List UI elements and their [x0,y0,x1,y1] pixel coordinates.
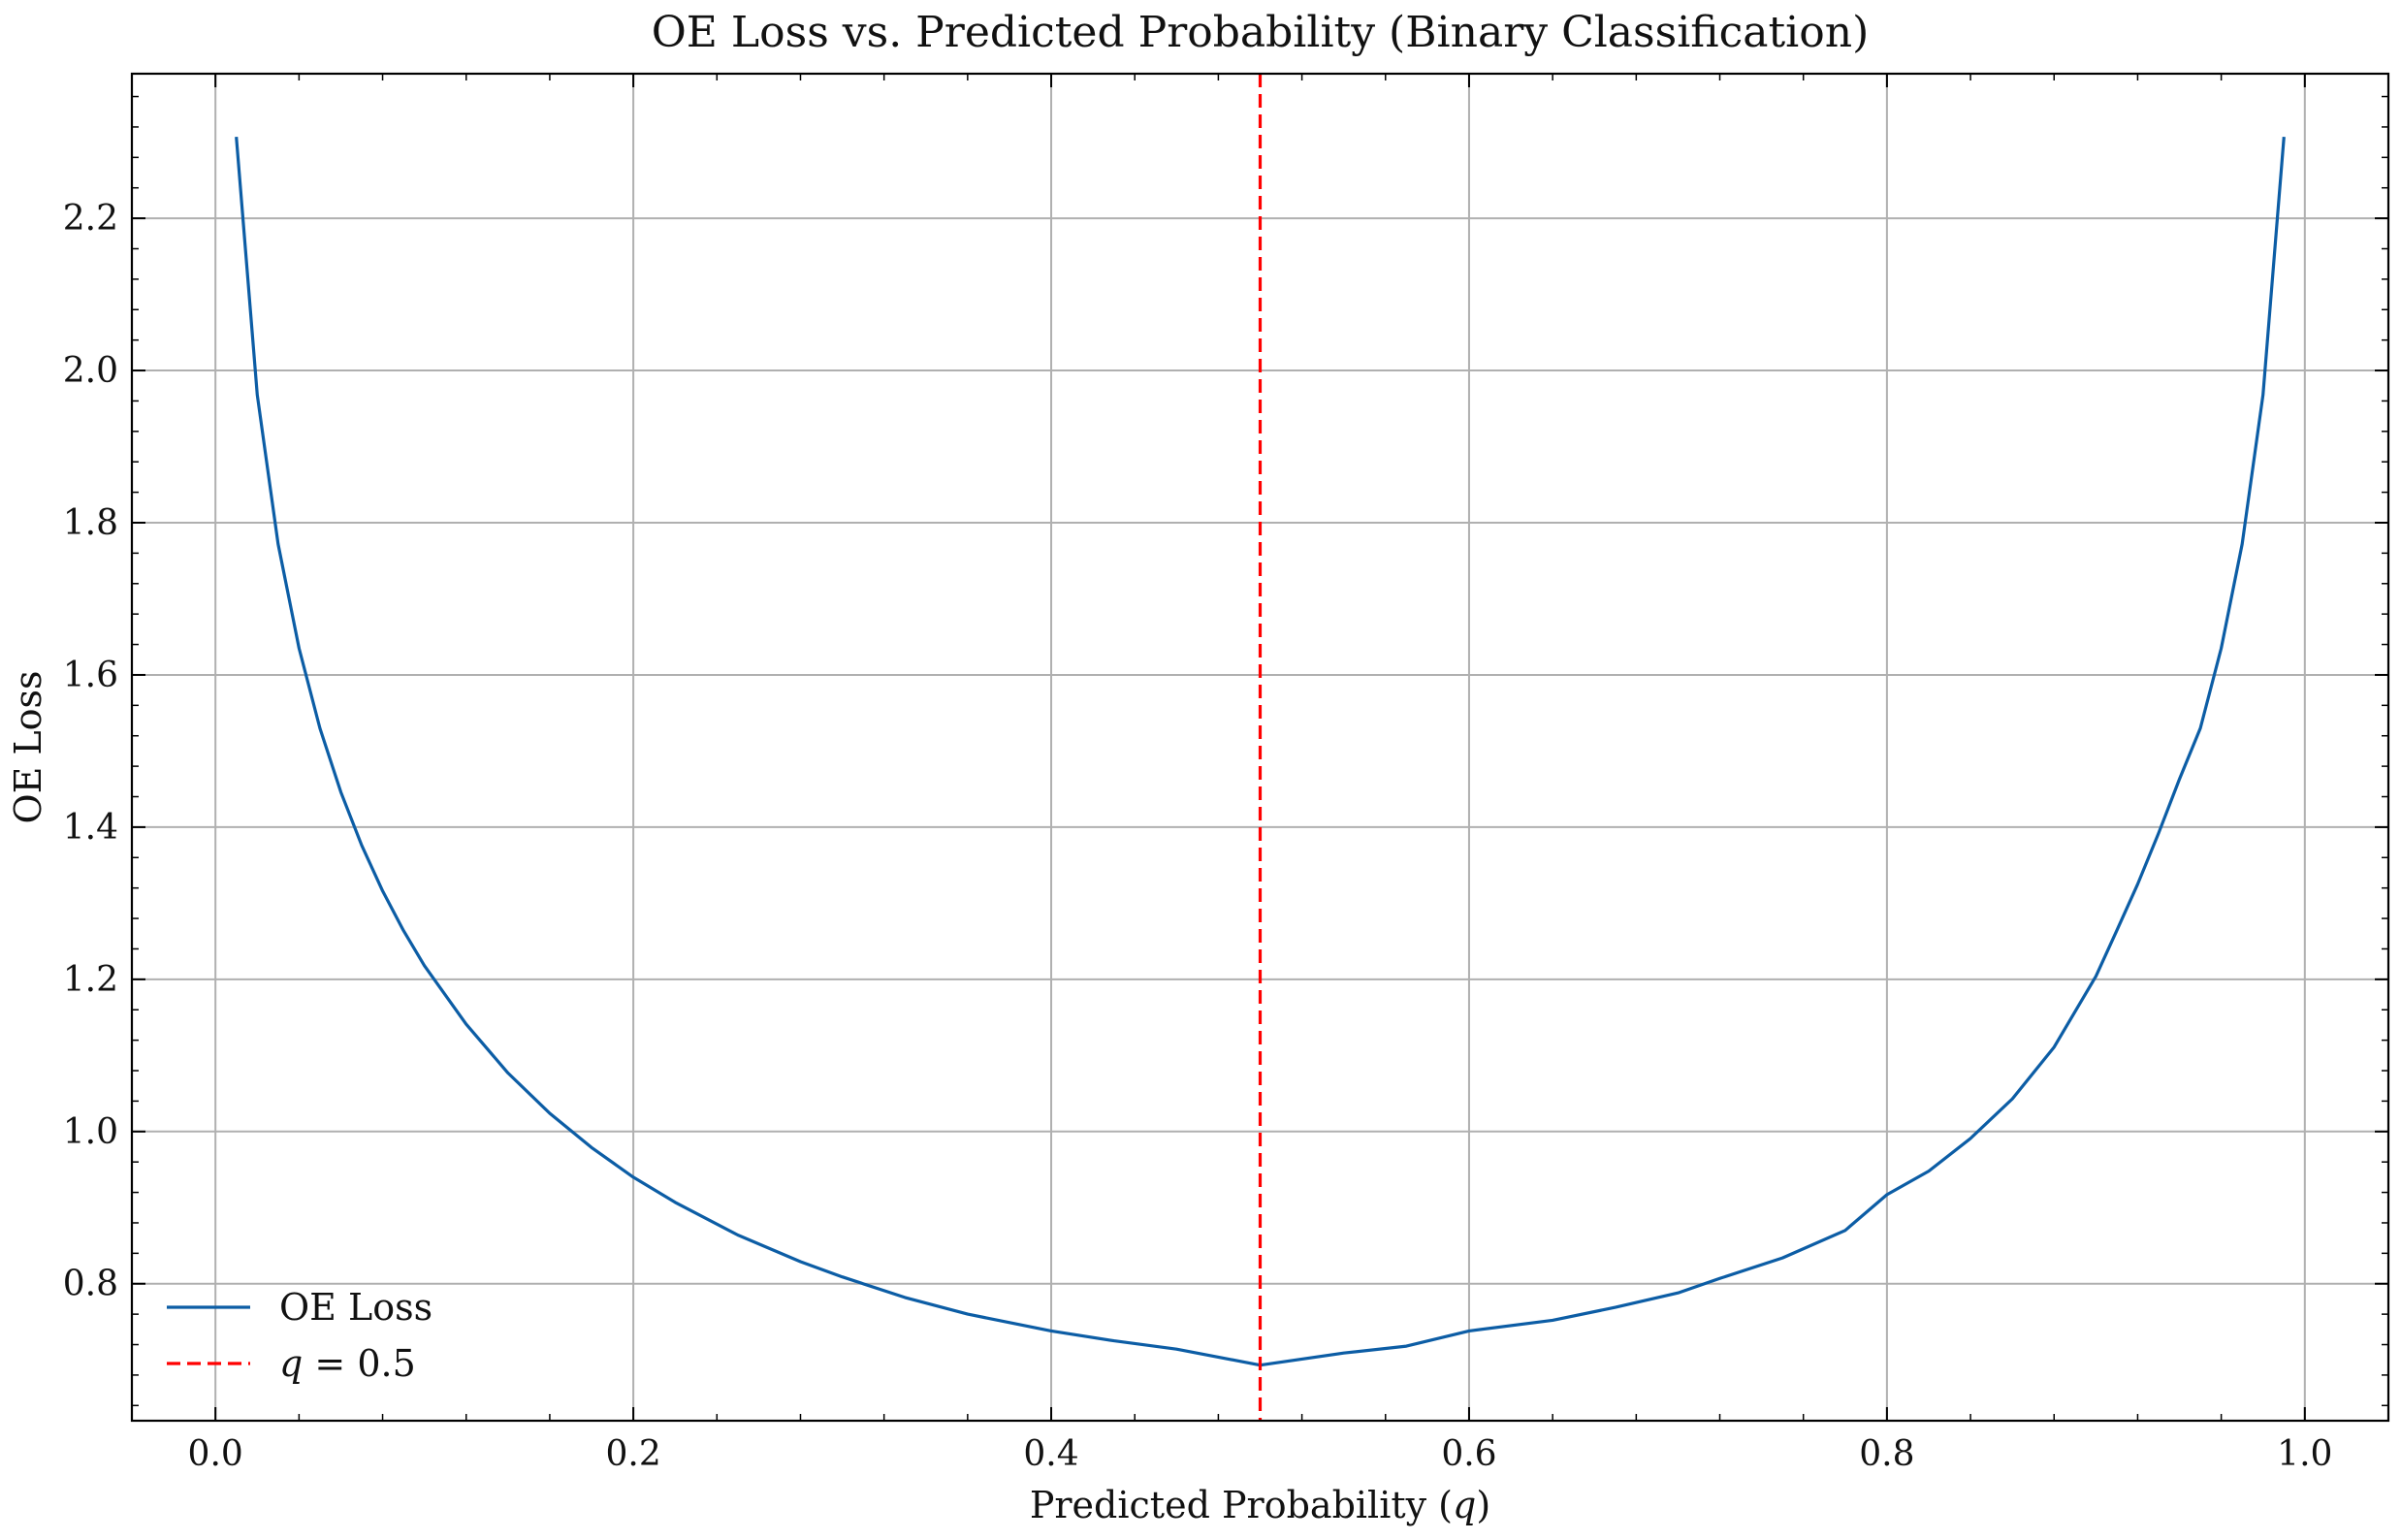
legend-label-oe-loss: OE Loss [279,1286,432,1329]
plot-frame [130,72,2390,1423]
y-tick-label: 1.8 [63,503,118,543]
x-tick-label: 1.0 [2277,1434,2332,1474]
chart-title: OE Loss vs. Predicted Probability (Binar… [652,8,1870,57]
y-tick-label: 2.0 [63,351,118,391]
legend-label-q-half-rest: = 0.5 [303,1342,415,1385]
x-axis-label: Predicted Probability (q) [1030,1484,1490,1526]
x-axis-label-prefix: Predicted Probability ( [1030,1484,1453,1526]
y-tick-label: 1.4 [63,808,118,848]
x-tick-label: 0.2 [605,1434,660,1474]
y-tick-label: 2.2 [63,199,118,239]
x-tick-label: 0.6 [1441,1434,1496,1474]
plot-series [235,74,2286,1421]
legend-label-q-half: q = 0.5 [279,1342,416,1385]
y-tick-label: 1.6 [63,656,118,695]
x-tick-label: 0.8 [1859,1434,1914,1474]
y-tick-label: 1.2 [63,960,118,1000]
y-axis-label: OE Loss [7,670,49,823]
y-tick-label: 0.8 [63,1265,118,1304]
x-tick-label: 0.4 [1023,1434,1078,1474]
legend-label-q-half-variable: q [279,1342,303,1385]
x-axis-label-suffix: ) [1476,1484,1490,1526]
y-tick-label: 1.0 [63,1112,118,1152]
tick-labels: 0.0 0.2 0.4 0.6 0.8 1.0 0.8 1.0 1.2 1.4 1.6 1.8 2.0 2… [63,199,2333,1474]
x-axis-label-variable: q [1453,1484,1476,1526]
legend: OE Loss q = 0.5 [167,1286,432,1385]
x-tick-label: 0.0 [188,1434,243,1474]
